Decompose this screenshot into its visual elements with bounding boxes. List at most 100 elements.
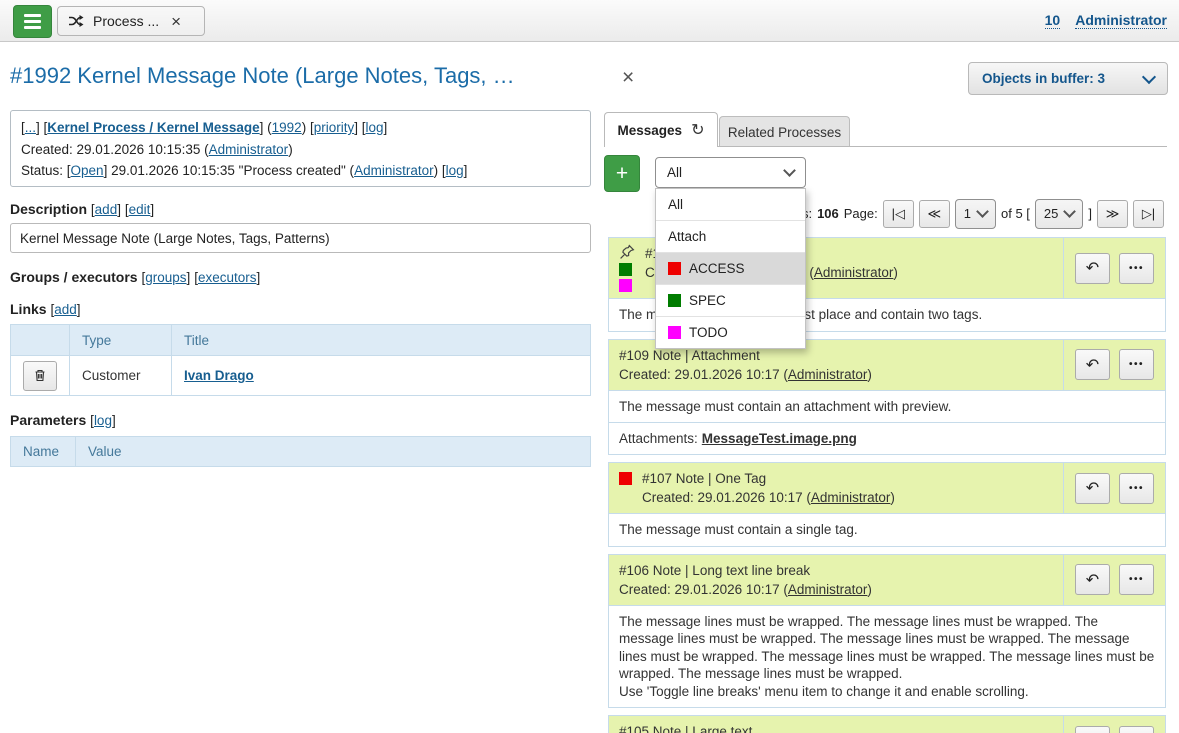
notification-count-link[interactable]: 10: [1044, 12, 1061, 29]
links-add-link[interactable]: add: [54, 302, 77, 317]
message-filter-select[interactable]: All: [655, 157, 806, 188]
message-markers: [619, 469, 632, 507]
more-actions-button[interactable]: •••: [1119, 564, 1154, 595]
description-edit-link[interactable]: edit: [128, 202, 151, 217]
delete-link-button[interactable]: [23, 360, 57, 391]
parameters-table-header: Name Value: [11, 437, 590, 466]
text: ): [890, 490, 895, 505]
message-author-link[interactable]: Administrator: [810, 490, 891, 505]
parameters-table: Name Value: [10, 436, 591, 467]
page-label: Page:: [843, 206, 878, 221]
text: ]: [463, 163, 468, 178]
more-actions-button[interactable]: •••: [1119, 725, 1154, 733]
text: ]: [186, 270, 191, 285]
undo-button[interactable]: ↶: [1075, 564, 1110, 595]
filter-option-access[interactable]: ACCESS: [656, 252, 805, 284]
text: ] (: [259, 120, 272, 135]
chevron-down-icon: [783, 164, 796, 177]
text: ] 29.01.2026 10:15:35 "Process created" …: [103, 163, 355, 178]
status-open-link[interactable]: Open: [70, 163, 104, 178]
more-actions-button[interactable]: •••: [1119, 472, 1154, 504]
filter-option-attach[interactable]: Attach: [656, 220, 805, 252]
close-process-icon[interactable]: ×: [622, 66, 635, 89]
links-section-header: Links [add]: [10, 301, 81, 317]
header-cell-name: Name: [11, 437, 75, 466]
expand-link[interactable]: ...: [24, 120, 37, 135]
process-id-link[interactable]: 1992: [271, 120, 302, 135]
section-title: Groups / executors: [10, 269, 138, 285]
text: [: [141, 270, 146, 285]
parameters-log-link[interactable]: log: [93, 413, 112, 428]
groups-link[interactable]: groups: [145, 270, 187, 285]
message-attachments: Attachments: MessageTest.image.png: [609, 422, 1165, 454]
text: [: [21, 120, 25, 135]
info-line-created: Created: 29.01.2026 10:15:35 (Administra…: [21, 139, 580, 161]
link-type-cell: Customer: [69, 355, 171, 395]
message-body: The message must contain a single tag.: [609, 513, 1165, 546]
creator-link[interactable]: Administrator: [208, 141, 289, 157]
add-message-button[interactable]: +: [604, 155, 640, 192]
linked-object-link[interactable]: Ivan Drago: [184, 368, 254, 383]
text: Created: 29.01.2026 10:17 (: [642, 490, 811, 505]
executors-link[interactable]: executors: [197, 270, 257, 285]
row-actions-cell: [11, 355, 69, 395]
tab-messages[interactable]: Messages ↻: [604, 112, 718, 147]
undo-button[interactable]: ↶: [1075, 252, 1110, 284]
link-title-cell: Ivan Drago: [171, 355, 590, 395]
page-of-label: of 5 [: [1000, 206, 1030, 221]
attachment-link[interactable]: MessageTest.image.png: [701, 431, 857, 446]
status-author-link[interactable]: Administrator: [354, 163, 434, 178]
message-item: #109 Note | Attachment Created: 29.01.20…: [608, 338, 1166, 455]
buffer-label: Objects in buffer: 3: [982, 71, 1106, 86]
priority-link[interactable]: priority: [313, 120, 355, 135]
header-cell-type: Type: [69, 325, 171, 355]
first-page-button[interactable]: |◁: [882, 199, 914, 228]
text: ): [288, 141, 293, 157]
filter-option-spec[interactable]: SPEC: [656, 284, 805, 316]
last-page-button[interactable]: ▷|: [1133, 199, 1164, 228]
description-add-link[interactable]: add: [94, 202, 118, 217]
log-link[interactable]: log: [365, 120, 384, 135]
filter-option-todo[interactable]: TODO: [656, 316, 805, 348]
trash-icon: [35, 369, 45, 382]
tab-label: Related Processes: [727, 124, 842, 140]
tab-label: Process ...: [93, 13, 160, 29]
prev-page-button[interactable]: ≪: [918, 199, 950, 228]
undo-button[interactable]: ↶: [1075, 725, 1110, 733]
user-area: 10 Administrator: [1044, 0, 1167, 41]
message-author-link[interactable]: Administrator: [787, 581, 868, 597]
current-user-link[interactable]: Administrator: [1075, 12, 1167, 29]
status-log-link[interactable]: log: [445, 163, 464, 178]
text: [: [90, 202, 95, 217]
tag-chip: [668, 294, 681, 307]
open-process-tab[interactable]: Process ... ×: [57, 6, 205, 36]
tab-related-processes[interactable]: Related Processes: [719, 116, 850, 147]
shuffle-icon: [69, 15, 84, 27]
undo-button[interactable]: ↶: [1075, 472, 1110, 504]
option-label: TODO: [689, 325, 728, 340]
description-value: Kernel Message Note (Large Notes, Tags, …: [10, 223, 591, 253]
table-row: Customer Ivan Drago: [11, 355, 590, 395]
page-size-select[interactable]: 25: [1034, 198, 1084, 229]
tab-close-icon[interactable]: ×: [171, 11, 182, 31]
page-number-select[interactable]: 1: [954, 198, 996, 229]
filter-option-all[interactable]: All: [656, 189, 805, 220]
next-page-button[interactable]: ≫: [1097, 199, 1128, 228]
refresh-icon[interactable]: ↻: [691, 122, 705, 139]
message-author-link[interactable]: Administrator: [813, 265, 894, 280]
hamburger-menu-button[interactable]: [13, 5, 52, 38]
text: [: [124, 202, 129, 217]
text: ]: [76, 302, 81, 317]
message-author-link[interactable]: Administrator: [787, 366, 868, 382]
more-actions-button[interactable]: •••: [1119, 349, 1154, 380]
message-title: #107 Note | One Tag: [642, 471, 767, 486]
process-info-box: [...] [Kernel Process / Kernel Message] …: [10, 110, 591, 187]
text: ): [867, 366, 872, 382]
undo-button[interactable]: ↶: [1075, 349, 1110, 380]
process-type-link[interactable]: Kernel Process / Kernel Message: [47, 120, 260, 135]
more-actions-button[interactable]: •••: [1119, 252, 1154, 284]
message-created: Created: 29.01.2026 10:17 (Administrator…: [619, 580, 872, 599]
objects-in-buffer-dropdown[interactable]: Objects in buffer: 3: [968, 62, 1168, 95]
section-title: Links: [10, 301, 47, 317]
